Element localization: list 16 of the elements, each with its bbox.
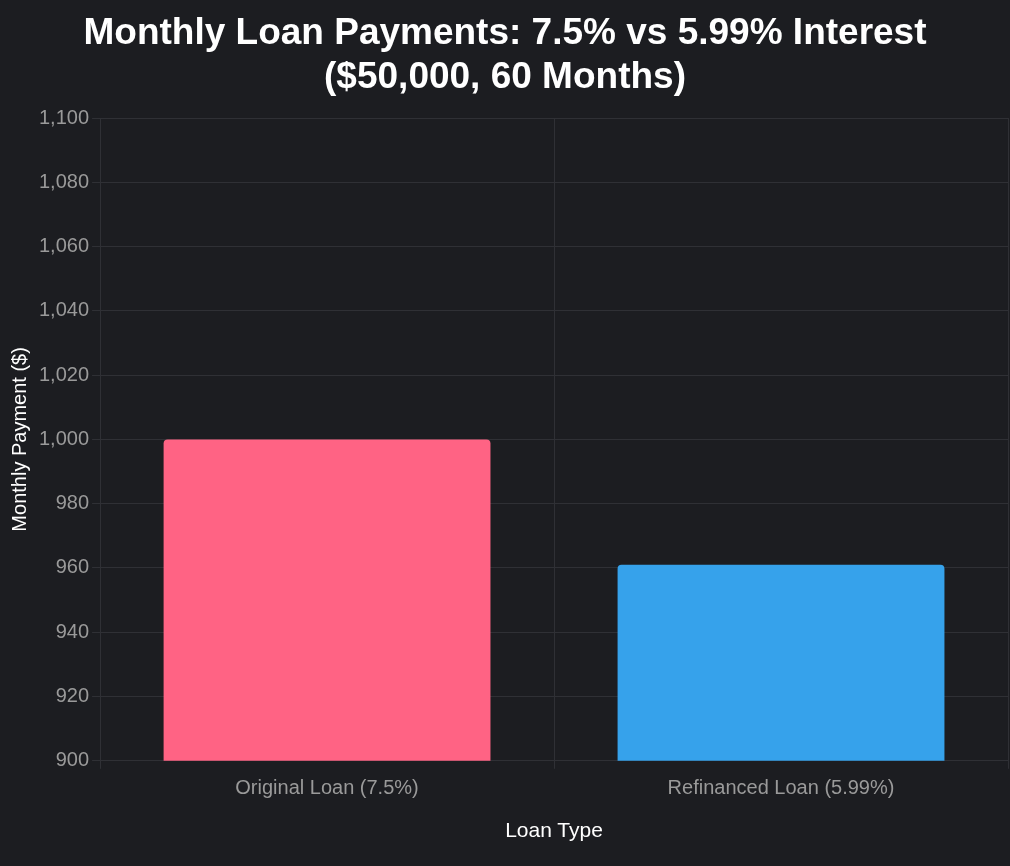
y-tick-label: 1,080 <box>38 169 90 192</box>
y-tick-label: 1,100 <box>38 105 90 128</box>
y-tick-label: 900 <box>55 748 90 771</box>
y-tick-label: 1,020 <box>38 362 90 385</box>
y-tick-label: 920 <box>55 684 90 707</box>
y-tick-label: 1,000 <box>38 426 90 449</box>
y-tick-label: 940 <box>55 619 90 642</box>
y-tick-label: 1,060 <box>38 234 90 257</box>
y-axis-title: Monthly Payment ($) <box>7 347 30 532</box>
x-tick-label: Original Loan (7.5%) <box>235 776 419 799</box>
y-tick-label: 960 <box>55 555 90 578</box>
x-tick-label: Refinanced Loan (5.99%) <box>667 776 895 799</box>
y-tick-label: 980 <box>55 491 90 514</box>
x-axis-title: Loan Type <box>505 818 603 842</box>
y-tick-label: 1,040 <box>38 298 90 321</box>
chart-title: Monthly Loan Payments: 7.5% vs 5.99% Interest ($50,000, 60 Months) <box>82 10 928 98</box>
